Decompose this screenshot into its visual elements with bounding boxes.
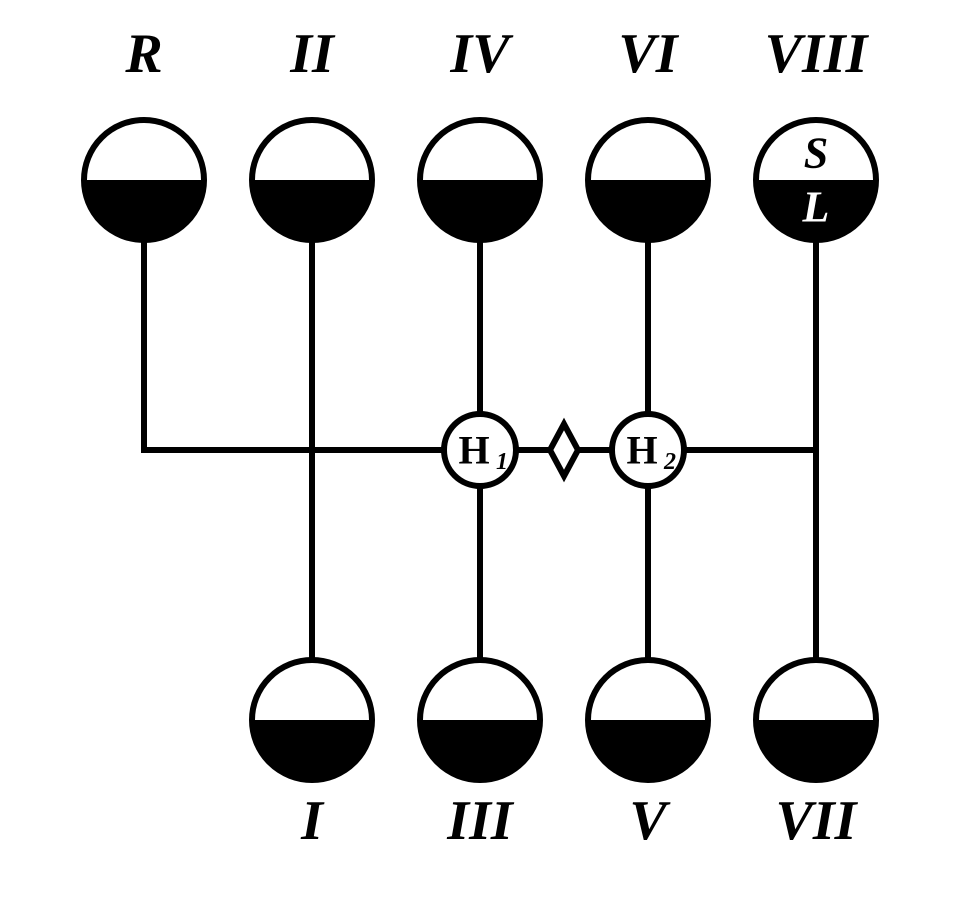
node-I-lower-fill bbox=[252, 720, 372, 780]
node-II-lower-fill bbox=[252, 180, 372, 240]
node-V-lower-fill bbox=[588, 720, 708, 780]
inner-top-VIII: S bbox=[804, 129, 828, 178]
edge-VIII_bottom bbox=[684, 240, 816, 450]
label-R: R bbox=[124, 23, 162, 85]
hub-sublabel-H2: 2 bbox=[663, 449, 676, 475]
node-IV-lower-fill bbox=[420, 180, 540, 240]
hub-label-H1: H bbox=[458, 428, 489, 473]
hub-joiner-diamond bbox=[550, 424, 578, 476]
edge-R_bottom bbox=[144, 240, 444, 450]
hub-label-H2: H bbox=[626, 428, 657, 473]
label-V: V bbox=[629, 790, 671, 852]
node-VII-lower-fill bbox=[756, 720, 876, 780]
label-VII: VII bbox=[776, 790, 859, 852]
node-VI-lower-fill bbox=[588, 180, 708, 240]
label-IV: IV bbox=[449, 23, 514, 85]
node-III-lower-fill bbox=[420, 720, 540, 780]
label-I: I bbox=[300, 790, 325, 852]
label-VI: VI bbox=[618, 23, 679, 85]
node-R-lower-fill bbox=[84, 180, 204, 240]
label-II: II bbox=[289, 23, 336, 85]
label-VIII: VIII bbox=[765, 23, 870, 85]
inner-bottom-VIII: L bbox=[802, 183, 830, 232]
gear-shift-diagram: H1H2 RIIIVVIVIIISLIIIIVVII bbox=[0, 0, 968, 912]
edge-H2_to_VII bbox=[684, 450, 816, 660]
hub-sublabel-H1: 1 bbox=[496, 449, 508, 475]
label-III: III bbox=[446, 790, 515, 852]
hubs-layer: H1H2 bbox=[444, 414, 684, 486]
